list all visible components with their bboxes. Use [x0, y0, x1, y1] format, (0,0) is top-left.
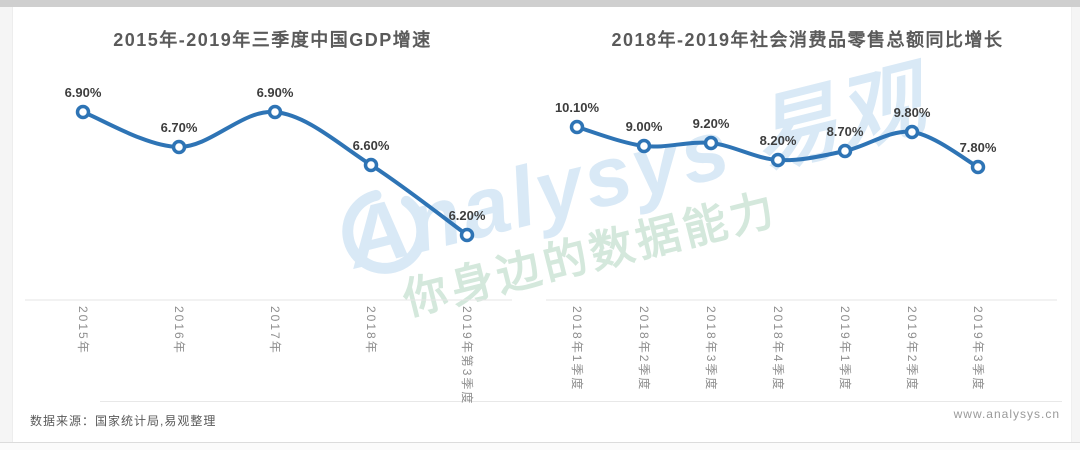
- value-label: 6.70%: [161, 120, 198, 135]
- value-label: 6.20%: [449, 208, 486, 223]
- data-point: [171, 139, 187, 155]
- x-axis-label: 2018年2季度: [637, 306, 651, 392]
- watermark-logo-circle: [342, 188, 428, 274]
- data-point: [459, 227, 475, 243]
- bottom-border-strip: [0, 442, 1080, 450]
- data-point: [703, 135, 719, 151]
- x-axis-label: 2019年3季度: [971, 306, 985, 392]
- footer-divider: [100, 401, 1062, 402]
- x-axis-label: 2016年: [172, 306, 186, 355]
- x-axis-label: 2017年: [268, 306, 282, 355]
- data-source-note: 数据来源：国家统计局,易观整理: [30, 414, 217, 428]
- data-point: [636, 138, 652, 154]
- x-axis-label: 2015年: [76, 306, 90, 355]
- value-label: 8.20%: [760, 133, 797, 148]
- data-point: [569, 119, 585, 135]
- value-label: 9.00%: [626, 119, 663, 134]
- x-axis-label: 2018年1季度: [570, 306, 584, 392]
- value-label: 6.60%: [353, 138, 390, 153]
- x-axis-label: 2019年2季度: [905, 306, 919, 392]
- data-point: [770, 152, 786, 168]
- data-point: [970, 159, 986, 175]
- data-point: [363, 157, 379, 173]
- x-axis-label: 2018年3季度: [704, 306, 718, 392]
- value-label: 10.10%: [555, 100, 600, 115]
- x-axis-label: 2019年第3季度: [460, 306, 474, 406]
- retail-chart-title: 2018年-2019年社会消费品零售总额同比增长: [611, 30, 1004, 50]
- data-point: [267, 104, 283, 120]
- data-point: [904, 124, 920, 140]
- value-label: 6.90%: [257, 85, 294, 100]
- x-axis-label: 2018年4季度: [771, 306, 785, 392]
- right-border-strip: [1071, 7, 1080, 442]
- x-axis-label: 2019年1季度: [838, 306, 852, 392]
- data-point: [75, 104, 91, 120]
- value-label: 6.90%: [65, 85, 102, 100]
- gdp-chart-title: 2015年-2019年三季度中国GDP增速: [113, 30, 432, 50]
- x-axis-label: 2018年: [364, 306, 378, 355]
- left-border-strip: [0, 7, 13, 442]
- website-url: www.analysys.cn: [953, 407, 1060, 421]
- value-label: 9.20%: [693, 116, 730, 131]
- value-label: 8.70%: [827, 124, 864, 139]
- value-label: 7.80%: [960, 140, 997, 155]
- data-point: [837, 143, 853, 159]
- top-border-strip: [0, 0, 1080, 7]
- value-label: 9.80%: [894, 105, 931, 120]
- analysys-watermark: Analysys 易观 你身边的数据能力: [335, 49, 943, 325]
